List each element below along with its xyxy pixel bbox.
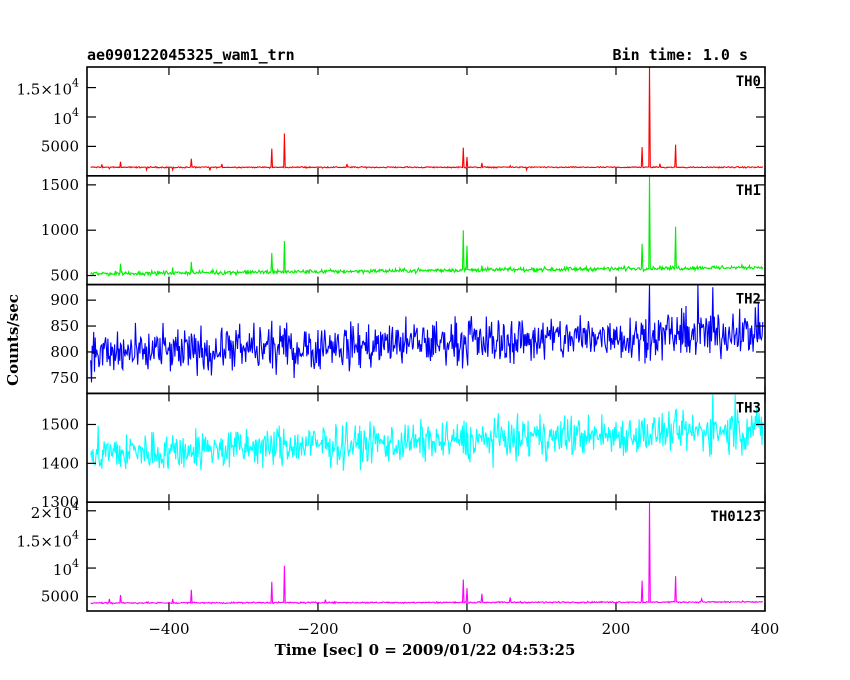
y-tick-label: 850 <box>50 317 79 335</box>
panel-label: TH3 <box>736 400 761 416</box>
y-tick-label: 1.5×104 <box>16 528 79 550</box>
x-axis-title: Time [sec] 0 = 2009/01/22 04:53:25 <box>275 641 576 659</box>
x-tick-label: 400 <box>751 620 780 638</box>
panel-th3: 1300 1400 1500 TH3 <box>41 392 766 511</box>
y-tick-label: 5000 <box>41 137 79 155</box>
panel-th2: 750 800 850 900 TH2 <box>50 283 766 395</box>
series-th0 <box>90 67 764 173</box>
y-tick-label: 900 <box>50 291 79 309</box>
x-tick-label: −200 <box>297 620 338 638</box>
y-tick-label: 1300 <box>41 493 79 511</box>
panel-label: TH1 <box>736 183 761 199</box>
panel-frame <box>86 66 766 177</box>
x-axis: −400 −200 0 200 400 <box>148 620 779 638</box>
y-tick-label: 1000 <box>41 221 79 239</box>
y-tick-label: 750 <box>50 369 79 387</box>
y-tick-label: 1400 <box>41 454 79 472</box>
panel-th0123: 5000 104 1.5×104 2×104 TH0123 <box>16 500 766 612</box>
series-th1 <box>90 175 764 277</box>
panel-label: TH2 <box>736 292 761 308</box>
panel-frame <box>86 501 766 612</box>
panel-label: TH0123 <box>710 509 761 525</box>
series-th2 <box>90 284 764 383</box>
series-th0123 <box>90 502 763 605</box>
y-axis-title: Counts/sec <box>4 294 22 386</box>
chart-subtitle: Bin time: 1.0 s <box>613 46 748 64</box>
panel-th1: 500 1000 1500 TH1 <box>41 175 766 286</box>
chart-title: ae090122045325_wam1_trn <box>87 46 295 64</box>
y-tick-label: 800 <box>50 343 79 361</box>
y-tick-label: 1.5×104 <box>16 77 79 99</box>
x-tick-label: 0 <box>462 620 472 638</box>
y-tick-label: 2×104 <box>31 500 79 522</box>
panels: 5000 104 1.5×104 TH0 500 1000 1500 TH1 750 800 850… <box>16 66 766 612</box>
panel-th0: 5000 104 1.5×104 TH0 <box>16 66 766 177</box>
y-tick-label: 104 <box>53 557 79 579</box>
panel-label: TH0 <box>736 74 761 90</box>
y-tick-label: 5000 <box>41 588 79 606</box>
y-tick-label: 1500 <box>41 176 79 194</box>
y-tick-label: 1500 <box>41 415 79 433</box>
x-tick-label: 200 <box>602 620 631 638</box>
y-tick-label: 500 <box>50 267 79 285</box>
series-th3 <box>90 393 764 471</box>
x-tick-label: −400 <box>148 620 189 638</box>
y-tick-label: 104 <box>53 106 79 128</box>
